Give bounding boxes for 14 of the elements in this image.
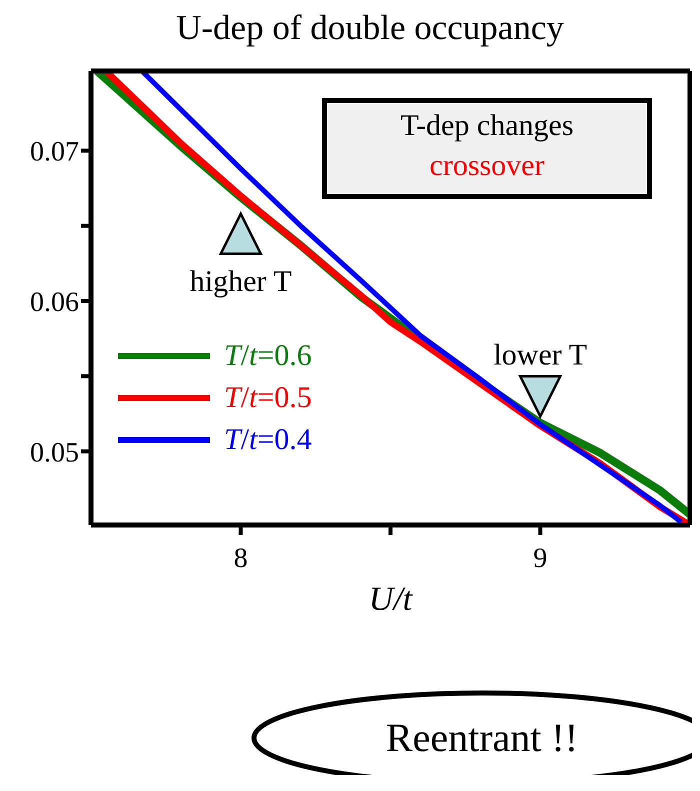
x-tick-label: 9 (533, 542, 548, 574)
annotation: T-dep changes (400, 108, 574, 144)
annotation: crossover (428, 148, 546, 184)
legend-label: T/t=0.6 (224, 339, 312, 373)
chart-title: U-dep of double occupancy (175, 8, 565, 48)
y-tick-label: 0.07 (30, 136, 79, 168)
annotation: higher T (190, 264, 292, 298)
legend-label: T/t=0.4 (224, 423, 312, 457)
y-tick-label: 0.05 (30, 437, 79, 468)
y-tick-label: 0.06 (30, 286, 79, 318)
x-tick-label: 8 (234, 542, 248, 574)
legend-label: T/t=0.5 (224, 381, 312, 415)
text: Reentrant !! (384, 714, 580, 761)
annotation: lower T (493, 338, 588, 372)
